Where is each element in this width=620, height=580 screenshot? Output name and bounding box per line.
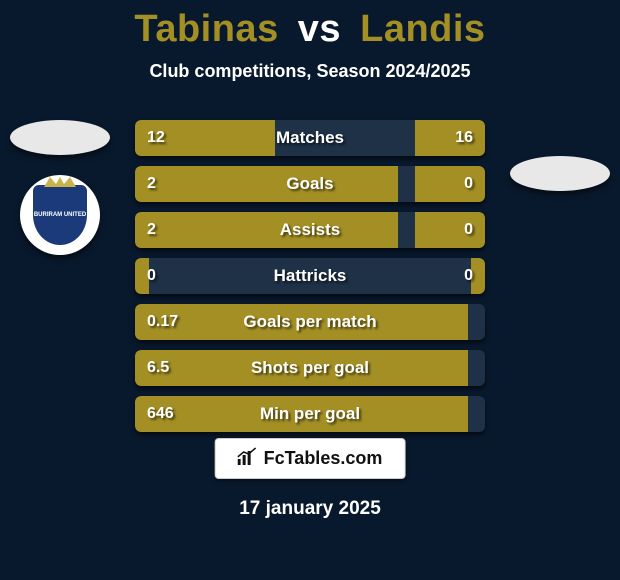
vs-separator: vs — [298, 8, 341, 50]
stat-value-left: 646 — [147, 396, 174, 432]
watermark-text: FcTables.com — [264, 448, 383, 469]
stats-bars-container: Matches1216Goals20Assists20Hattricks00Go… — [135, 120, 485, 442]
stat-value-left: 2 — [147, 166, 156, 202]
stat-label: Goals per match — [135, 304, 485, 340]
stat-label: Assists — [135, 212, 485, 248]
comparison-title: Tabinas vs Landis — [0, 0, 620, 51]
player2-name: Landis — [360, 8, 485, 50]
stat-row: Shots per goal6.5 — [135, 350, 485, 386]
stat-value-left: 0 — [147, 258, 156, 294]
stat-value-right: 0 — [464, 166, 473, 202]
stat-value-left: 6.5 — [147, 350, 169, 386]
stat-value-left: 2 — [147, 212, 156, 248]
stat-label: Shots per goal — [135, 350, 485, 386]
stat-row: Matches12 16 — [135, 120, 485, 156]
watermark-chart-icon — [238, 447, 258, 470]
right-player-column — [510, 120, 610, 191]
stat-value-right: 0 — [464, 212, 473, 248]
watermark: FcTables.com — [215, 438, 406, 479]
stat-value-left: 0.17 — [147, 304, 178, 340]
snapshot-date: 17 january 2025 — [0, 498, 620, 520]
player1-club-badge-icon: BURIRAM UNITED — [20, 175, 100, 255]
player1-name: Tabinas — [134, 8, 278, 50]
left-player-column: BURIRAM UNITED — [10, 120, 110, 255]
stat-value-left: 12 — [147, 120, 165, 156]
stat-row: Goals per match0.17 — [135, 304, 485, 340]
stat-row: Min per goal646 — [135, 396, 485, 432]
stat-label: Matches — [135, 120, 485, 156]
stat-row: Goals2 0 — [135, 166, 485, 202]
player2-flag-icon — [510, 156, 610, 191]
stat-value-right: 16 — [455, 120, 473, 156]
stat-label: Hattricks — [135, 258, 485, 294]
stat-row: Hattricks0 0 — [135, 258, 485, 294]
stat-value-right: 0 — [464, 258, 473, 294]
club-badge-text: BURIRAM UNITED — [34, 212, 86, 219]
player1-flag-icon — [10, 120, 110, 155]
subtitle: Club competitions, Season 2024/2025 — [0, 61, 620, 82]
stat-row: Assists2 0 — [135, 212, 485, 248]
stat-label: Goals — [135, 166, 485, 202]
stat-label: Min per goal — [135, 396, 485, 432]
